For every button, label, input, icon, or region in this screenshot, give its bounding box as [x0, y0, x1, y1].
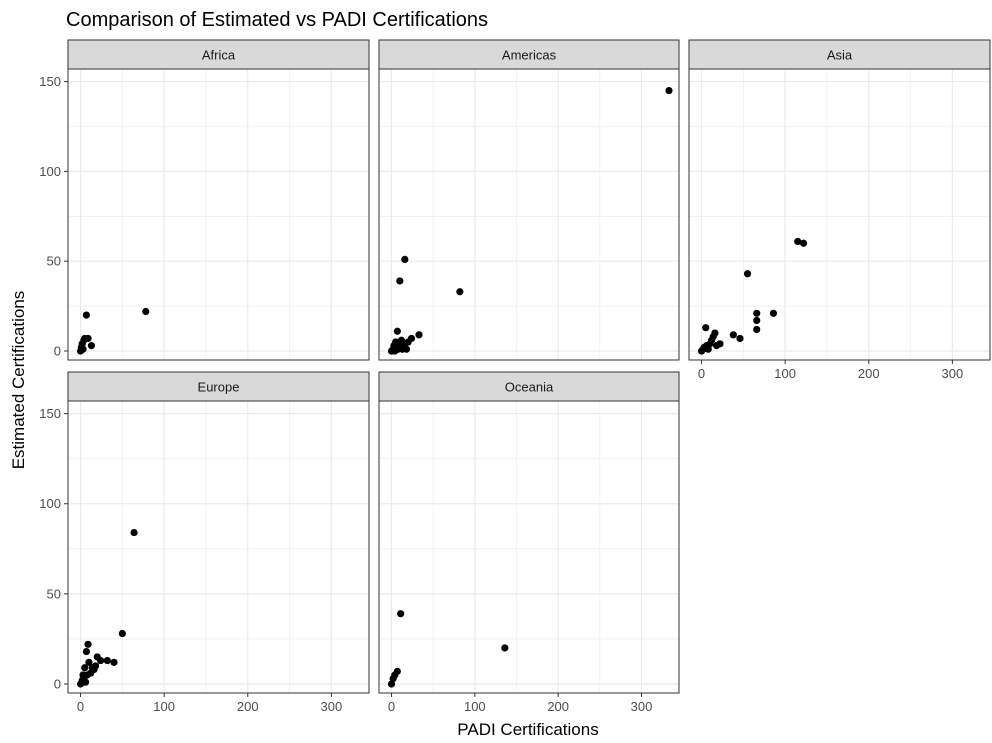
data-point — [711, 329, 719, 337]
y-tick-label: 0 — [54, 676, 61, 691]
data-point — [118, 629, 126, 638]
facet-strip-label: Africa — [202, 48, 236, 63]
facet-strip-label: Oceania — [505, 380, 554, 395]
x-tick-label: 100 — [464, 699, 486, 714]
data-point — [736, 334, 744, 343]
data-point — [103, 656, 111, 665]
data-point — [81, 664, 89, 672]
panel-border — [688, 68, 991, 361]
x-tick-label: 200 — [858, 366, 880, 381]
x-tick-label: 0 — [698, 366, 705, 381]
data-point — [82, 647, 90, 656]
facet-panel-africa: Africa 0 50 100 150 — [39, 39, 370, 361]
data-point — [130, 528, 138, 537]
facet-strip-label: Europe — [198, 380, 240, 395]
y-axis-title: Estimated Certifications — [9, 291, 28, 470]
facet-strip — [378, 371, 680, 402]
data-point — [753, 309, 761, 317]
data-point — [402, 345, 411, 353]
data-point — [397, 610, 405, 618]
y-tick-label: 150 — [39, 406, 61, 421]
facet-strip-label: Americas — [502, 48, 557, 63]
x-tick-label: 0 — [388, 699, 395, 714]
data-point — [87, 342, 96, 350]
data-point — [97, 656, 105, 665]
panel-border — [67, 400, 370, 694]
data-point — [743, 270, 752, 278]
x-tick-label: 0 — [77, 699, 84, 714]
x-axis-title: PADI Certifications — [457, 720, 598, 739]
data-point — [393, 327, 401, 335]
data-point — [393, 667, 401, 675]
data-point — [799, 239, 808, 247]
panel-border — [378, 400, 680, 694]
data-point — [84, 640, 92, 648]
facet-strip — [67, 371, 370, 402]
data-point — [415, 331, 423, 339]
data-point — [407, 334, 416, 343]
data-point — [110, 658, 118, 666]
data-point — [79, 345, 87, 353]
x-tick-label: 100 — [774, 366, 796, 381]
y-tick-label: 100 — [39, 496, 61, 511]
y-tick-label: 0 — [54, 344, 61, 359]
y-tick-label: 100 — [39, 164, 61, 179]
facet-strip — [378, 39, 680, 70]
data-point — [91, 662, 100, 670]
facet-strip-label: Asia — [827, 48, 853, 63]
data-point — [85, 658, 93, 666]
data-point — [794, 237, 802, 246]
data-point — [729, 331, 737, 339]
y-tick-label: 50 — [47, 254, 61, 269]
data-point — [702, 324, 710, 332]
panel-border — [67, 68, 370, 361]
data-point — [753, 316, 761, 325]
y-tick-label: 150 — [39, 74, 61, 89]
x-tick-label: 300 — [631, 699, 653, 714]
facet-panel-americas: Americas — [378, 39, 680, 361]
facet-panel-asia: Asia 0 100 200 300 — [688, 39, 991, 381]
data-point — [396, 277, 404, 285]
data-point — [665, 86, 673, 95]
plot-background — [379, 69, 679, 360]
plot-background — [689, 69, 990, 360]
y-tick-label: 50 — [47, 586, 61, 601]
plot-background — [68, 69, 369, 360]
data-point — [142, 307, 150, 316]
facet-panel-europe: Europe 0 50 100 150 0 100 200 300 — [39, 371, 370, 714]
plot-background — [68, 401, 369, 693]
data-point — [456, 288, 464, 296]
facet-panel-oceania: Oceania 0 100 200 300 — [378, 371, 680, 714]
plot-background — [379, 401, 679, 693]
x-tick-label: 200 — [237, 699, 259, 714]
facet-strip — [688, 39, 991, 70]
data-point — [753, 325, 761, 334]
chart-title: Comparison of Estimated vs PADI Certific… — [66, 9, 488, 31]
panel-border — [378, 68, 680, 361]
data-point — [769, 309, 778, 317]
data-point — [84, 334, 92, 343]
x-tick-label: 100 — [153, 699, 175, 714]
data-point — [81, 678, 90, 686]
data-point — [387, 680, 396, 688]
facet-strip — [67, 39, 370, 70]
data-point — [501, 644, 509, 652]
x-tick-label: 300 — [942, 366, 964, 381]
data-point — [397, 336, 406, 344]
x-tick-label: 200 — [547, 699, 569, 714]
data-point — [82, 311, 90, 319]
data-point — [401, 255, 409, 264]
x-tick-label: 300 — [321, 699, 343, 714]
data-point — [716, 340, 724, 348]
